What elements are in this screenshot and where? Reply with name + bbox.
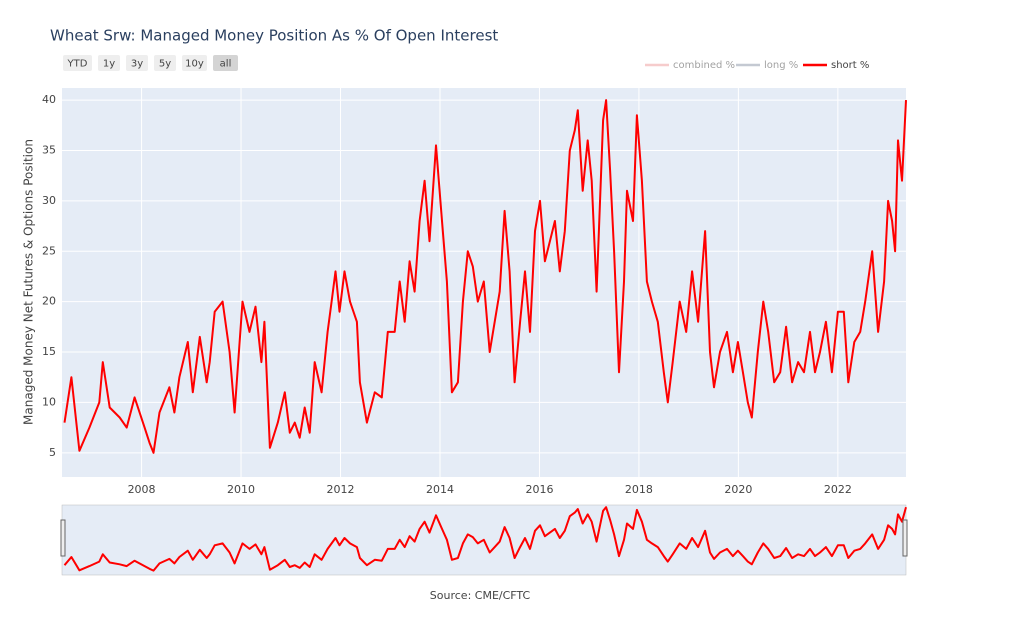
legend-item[interactable]: short % [803, 60, 869, 71]
y-axis-title: Managed Money Net Futures & Options Posi… [22, 139, 36, 425]
x-tick-label: 2022 [824, 483, 852, 496]
y-tick-label: 30 [42, 194, 56, 207]
range-button-label: all [220, 59, 232, 70]
legend-label: long % [764, 60, 798, 71]
legend-item[interactable]: combined % [645, 60, 735, 71]
range-button[interactable]: 5y [154, 55, 176, 71]
legend-label: combined % [673, 60, 735, 71]
y-tick-label: 40 [42, 93, 56, 106]
range-button[interactable]: 1y [98, 55, 120, 71]
x-tick-label: 2018 [625, 483, 653, 496]
chart-title: Wheat Srw: Managed Money Position As % O… [50, 27, 498, 45]
range-slider-line [63, 506, 907, 572]
range-button-label: YTD [67, 59, 88, 70]
legend-label: short % [831, 60, 869, 71]
range-button[interactable]: 3y [126, 55, 148, 71]
range-handle[interactable] [60, 519, 66, 557]
range-button-label: 5y [159, 59, 171, 70]
range-button-box [182, 55, 207, 71]
y-tick-label: 15 [42, 345, 56, 358]
range-button-label: 3y [131, 59, 143, 70]
range-button-box [154, 55, 176, 71]
x-tick-label: 2012 [327, 483, 355, 496]
range-button-box [63, 55, 92, 71]
range-button-box [213, 55, 238, 71]
x-tick-label: 2014 [426, 483, 454, 496]
y-tick-label: 10 [42, 395, 56, 408]
range-button[interactable]: YTD [63, 55, 92, 71]
series-line [63, 99, 907, 454]
range-button-box [98, 55, 120, 71]
range-button[interactable]: 10y [182, 55, 207, 71]
x-tick-label: 2020 [724, 483, 752, 496]
x-tick-label: 2008 [128, 483, 156, 496]
range-button[interactable]: all [213, 55, 238, 71]
legend-item[interactable]: long % [736, 60, 798, 71]
y-tick-label: 5 [49, 446, 56, 459]
y-tick-label: 25 [42, 244, 56, 257]
source-note: Source: CME/CFTC [430, 589, 531, 602]
x-tick-label: 2016 [525, 483, 553, 496]
range-button-box [126, 55, 148, 71]
y-tick-label: 35 [42, 143, 56, 156]
range-button-label: 10y [185, 59, 204, 70]
range-button-label: 1y [103, 59, 115, 70]
range-handle[interactable] [902, 519, 908, 557]
x-tick-label: 2010 [227, 483, 255, 496]
y-tick-label: 20 [42, 295, 56, 308]
